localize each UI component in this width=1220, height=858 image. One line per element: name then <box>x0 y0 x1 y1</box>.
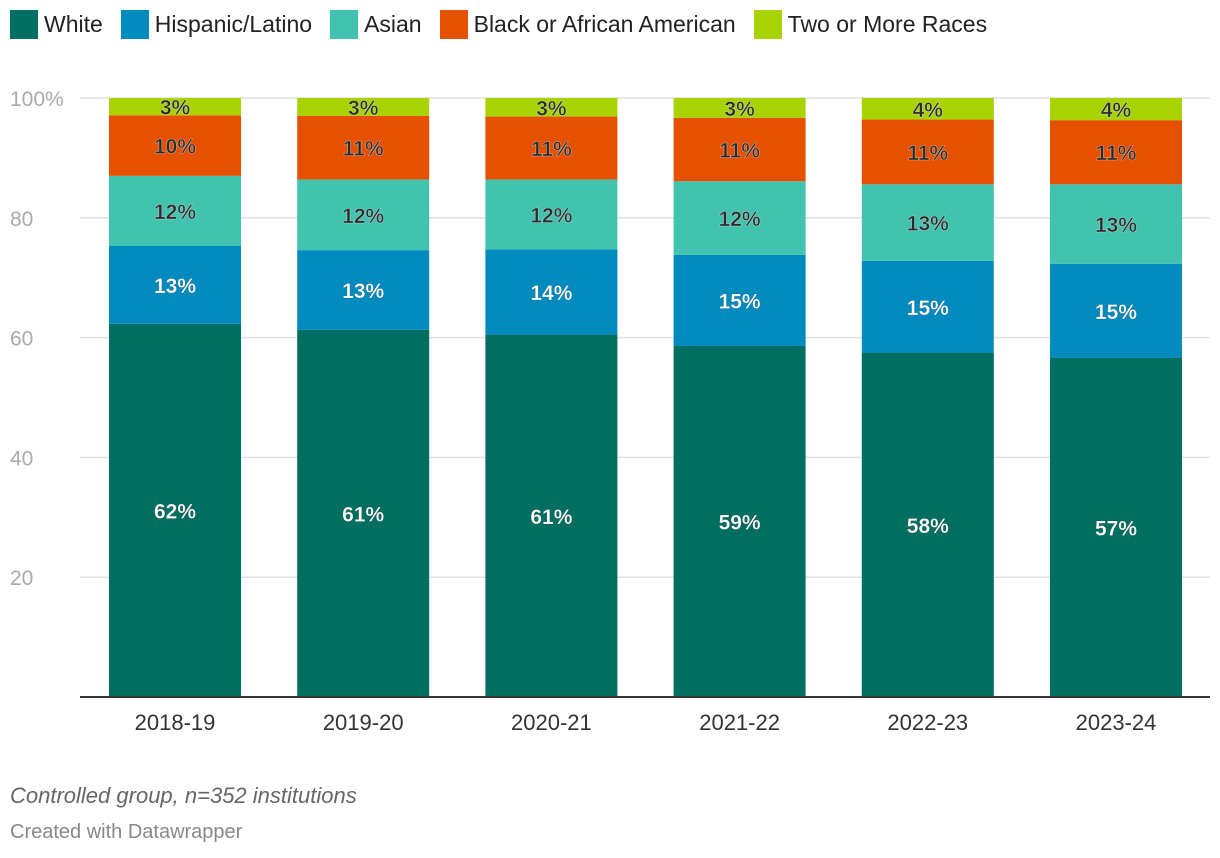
data-label: 13% <box>154 275 196 298</box>
data-label: 11% <box>343 138 384 161</box>
legend-item: Asian <box>330 10 422 39</box>
data-label: 15% <box>907 297 949 320</box>
data-label: 13% <box>907 213 949 236</box>
bar-segment <box>109 98 241 116</box>
bar-segment <box>1050 263 1182 358</box>
bar-segment <box>109 323 241 697</box>
bar-segment <box>485 249 618 335</box>
legend-item: Two or More Races <box>753 10 988 39</box>
x-tick-label: 2021-22 <box>699 710 780 735</box>
legend-item: White <box>10 10 103 39</box>
legend-label: Hispanic/Latino <box>154 11 313 37</box>
y-tick-label: 40 <box>10 447 33 470</box>
bar-segment <box>485 334 618 697</box>
bar-segment <box>109 175 241 246</box>
data-label: 13% <box>1095 214 1137 237</box>
legend-swatch <box>330 10 359 39</box>
data-label: 11% <box>531 138 572 161</box>
y-tick-label: 60 <box>10 328 33 351</box>
data-label: 14% <box>530 282 572 305</box>
x-tick-label: 2020-21 <box>511 710 592 735</box>
data-label: 11% <box>719 140 760 163</box>
legend-item: Hispanic/Latino <box>120 10 313 39</box>
data-label: 4% <box>913 99 944 122</box>
data-label: 12% <box>530 205 572 228</box>
legend-label: White <box>44 11 103 37</box>
data-label: 61% <box>342 503 384 526</box>
bar-segment <box>1050 98 1182 121</box>
data-label: 12% <box>154 201 196 224</box>
bar-segment <box>297 115 430 180</box>
data-label: 3% <box>160 97 191 120</box>
data-label: 4% <box>1101 99 1132 122</box>
data-label: 62% <box>154 500 196 523</box>
legend-swatch <box>120 10 149 39</box>
bar-segment <box>297 250 430 330</box>
bar-segment <box>297 329 430 697</box>
legend-label: Asian <box>364 11 422 37</box>
y-tick-label: 20 <box>10 567 33 590</box>
legend-swatch <box>10 10 38 39</box>
data-label: 12% <box>342 205 384 228</box>
bar-segment <box>673 254 806 346</box>
bar-segment <box>485 98 618 117</box>
bar-segment <box>861 98 994 120</box>
y-tick-label: 100% <box>10 88 64 111</box>
y-tick-label: 80 <box>10 208 33 231</box>
bar-segment <box>673 345 806 697</box>
bar-segment <box>297 98 430 116</box>
bar-segment <box>1050 120 1182 185</box>
data-label: 15% <box>1095 301 1137 324</box>
data-label: 57% <box>1095 517 1137 540</box>
chart-note: Controlled group, n=352 institutions <box>10 783 357 808</box>
data-label: 3% <box>724 98 755 121</box>
chart-credit: Created with Datawrapper <box>10 821 243 843</box>
bar-segment <box>1050 357 1182 697</box>
data-label: 11% <box>1096 142 1137 165</box>
bar-segment <box>109 245 241 324</box>
data-label: 13% <box>342 280 384 303</box>
x-tick-label: 2018-19 <box>135 710 216 735</box>
bar-segment <box>673 117 806 182</box>
bar-segment <box>673 181 806 255</box>
x-tick-label: 2022-23 <box>887 710 968 735</box>
x-tick-label: 2019-20 <box>323 710 404 735</box>
bar-segment <box>297 179 430 251</box>
bar-segment <box>861 119 994 185</box>
bar-segment <box>673 98 806 118</box>
legend-label: Black or African American <box>473 11 736 37</box>
legend-swatch <box>439 10 468 39</box>
bar-segment <box>485 116 618 180</box>
data-label: 58% <box>907 515 949 538</box>
legend-label: Two or More Races <box>787 11 988 37</box>
bar-segment <box>109 115 241 176</box>
bar-segment <box>1050 184 1182 264</box>
x-tick-label: 2023-24 <box>1076 710 1157 735</box>
data-label: 11% <box>907 142 948 165</box>
data-label: 10% <box>154 136 196 159</box>
bar-segment <box>485 179 618 250</box>
legend-swatch <box>753 10 782 39</box>
data-label: 3% <box>348 97 379 120</box>
bar-segment <box>861 352 994 697</box>
bar-segment <box>861 184 994 261</box>
data-label: 15% <box>719 290 761 313</box>
legend-item: Black or African American <box>439 10 736 39</box>
data-label: 3% <box>536 97 567 120</box>
data-label: 61% <box>530 506 572 529</box>
legend: White Hispanic/Latino Asian Black or Africa… <box>10 10 1005 39</box>
data-label: 59% <box>719 511 761 534</box>
bar-segment <box>861 260 994 353</box>
data-label: 12% <box>719 208 761 231</box>
